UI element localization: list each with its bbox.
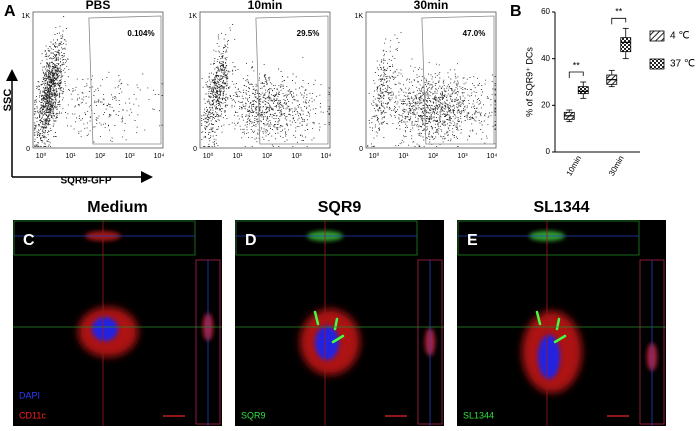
flow-plot: PBS 0.104% 1K 0 10⁰ 10¹ 10² 10³ 10⁴ [21,0,164,160]
panel-title: Medium [87,199,147,216]
x-tick-label: 10² [428,153,439,160]
significance-bracket [568,71,584,78]
y-tick-label: 0 [193,146,197,153]
y-tick-label: 40 [541,54,550,63]
x-tick-label: 10³ [291,153,302,160]
channel-label: SQR9 [241,410,266,420]
channel-label: CD11c [19,410,46,420]
x-tick-label: 10³ [124,153,135,160]
x-tick-label: 10² [95,153,106,160]
flow-events [367,31,496,148]
cell-nucleus [315,326,339,360]
plot-title: PBS [86,0,111,12]
gate [88,15,162,145]
legend-label: 37 ℃ [670,59,695,70]
panel-label: B [510,3,522,20]
panel-label: E [467,232,478,249]
x-tick-label: 10¹ [398,153,409,160]
x-tick-label: 30min [607,154,626,177]
y-tick-label: 1K [21,13,30,20]
plot-frame [199,11,331,149]
micrograph: SL1344 E SL1344 [457,199,666,426]
legend-swatch [649,58,665,70]
significance-bracket [611,17,627,25]
cell-nucleus [92,317,118,341]
plot-title: 10min [248,0,283,12]
gate [255,15,329,145]
xz-view [235,220,418,256]
x-tick-label: 10² [262,153,273,160]
y-tick-label: 20 [541,100,550,109]
box [620,37,632,53]
y-tick-label: 1K [188,13,197,20]
channel-label: DAPI [19,390,40,400]
x-tick-label: 10⁰ [369,152,380,160]
x-tick-label: 10min [565,154,584,177]
panel-label: D [245,232,257,249]
plot-frame [365,11,497,149]
y-tick-label: 60 [541,7,550,16]
micrograph: SQR9 D SQR9 [235,199,444,426]
flow-events [201,24,330,148]
y-tick-label: 0 [26,146,30,153]
channel-label: SL1344 [463,410,494,420]
gate-percent: 47.0% [463,29,486,38]
legend-label: 4 ℃ [670,31,690,42]
xz-view [13,220,196,256]
gate-percent: 0.104% [127,29,154,38]
panel-title: SL1344 [533,199,589,216]
y-axis-label: % of SQR9⁺ DCs [524,47,534,117]
flow-plot: 30min 47.0% 1K 0 10⁰ 10¹ 10² 10³ 10⁴ [354,0,497,160]
flow-plot: 10min 29.5% 1K 0 10⁰ 10¹ 10² 10³ 10⁴ [188,0,331,160]
x-tick-label: 10¹ [65,153,76,160]
x-axis-label: SQR9-GFP [60,176,111,187]
cell-nucleus [538,335,560,379]
box [577,86,589,95]
x-tick-label: 10⁴ [321,153,332,160]
y-tick-label: 0 [359,146,363,153]
x-tick-label: 10⁴ [154,153,165,160]
plot-title: 30min [414,0,449,12]
micrograph: Medium C DAPI CD11c [13,199,222,426]
x-tick-label: 10⁴ [487,153,498,160]
gate [421,15,495,145]
legend-swatch [649,30,665,42]
significance: ** [615,7,623,17]
y-axis-label: SSC [2,89,14,112]
x-tick-label: 10¹ [232,153,243,160]
panel-label: C [23,232,35,249]
x-tick-label: 10⁰ [203,152,214,160]
significance: ** [573,60,581,70]
x-tick-label: 10³ [457,153,468,160]
y-tick-label: 0 [546,147,551,156]
xz-view [457,220,640,256]
panel-label: A [4,3,16,20]
panel-title: SQR9 [318,199,362,216]
y-tick-label: 1K [354,13,363,20]
x-tick-label: 10⁰ [36,152,47,160]
flow-events [34,16,163,148]
gate-percent: 29.5% [297,29,320,38]
